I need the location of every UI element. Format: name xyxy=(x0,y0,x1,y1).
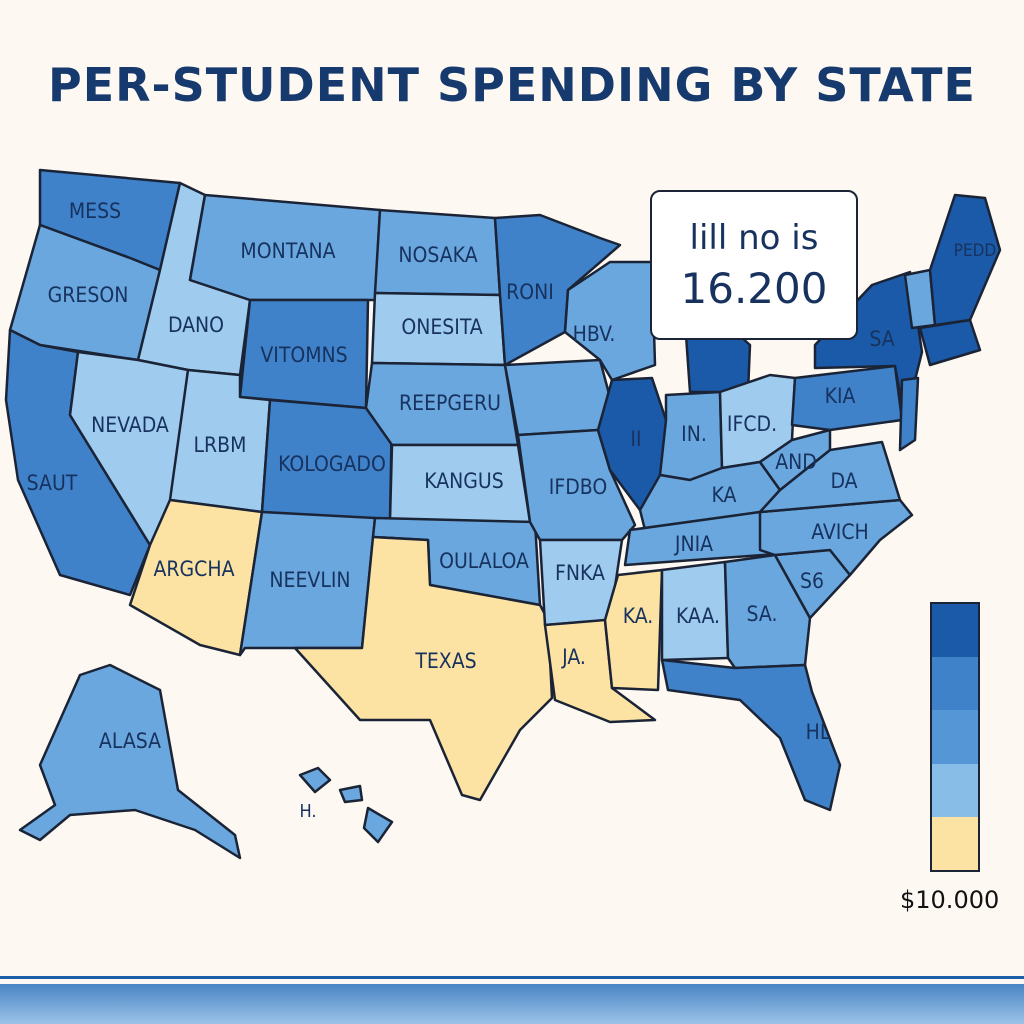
label-ia: IFDBO xyxy=(549,475,607,499)
label-or: GRESON xyxy=(48,283,129,307)
label-wa: MESS xyxy=(69,199,121,223)
state-ak[interactable] xyxy=(18,663,242,860)
state-nc[interactable] xyxy=(758,498,914,577)
state-ca[interactable] xyxy=(4,328,152,597)
label-co: KOLOGADO xyxy=(278,452,386,476)
label-ks: KANGUS xyxy=(424,469,504,493)
label-nm: NEEVLIN xyxy=(269,568,350,592)
state-hi[interactable] xyxy=(298,766,394,844)
label-pa: KIA xyxy=(825,384,856,408)
label-oh: IFCD. xyxy=(727,412,777,436)
label-wi: HBV. xyxy=(573,322,616,346)
state-wi[interactable] xyxy=(563,260,657,382)
label-wv: AND xyxy=(775,450,817,474)
label-il: II xyxy=(630,427,641,451)
state-ms[interactable] xyxy=(603,568,664,692)
label-ut: LRBM xyxy=(194,433,247,457)
color-legend xyxy=(930,602,980,872)
label-la: JA. xyxy=(561,645,586,669)
footer-divider xyxy=(0,976,1024,979)
label-fl: HL xyxy=(806,720,831,744)
label-ms: KA. xyxy=(623,604,654,628)
legend-swatch-4 xyxy=(932,763,978,817)
callout-line1: lill no is xyxy=(689,218,819,258)
label-ar: FNKA xyxy=(555,561,605,585)
state-fl[interactable] xyxy=(660,658,842,812)
label-al: KAA. xyxy=(676,604,720,628)
state-tx[interactable] xyxy=(293,535,554,802)
label-ne: REEPGERU xyxy=(399,391,501,415)
label-sc: S6 xyxy=(800,569,824,593)
legend-swatch-2 xyxy=(932,657,978,711)
state-me[interactable] xyxy=(928,193,1002,327)
label-ca: SAUT xyxy=(27,471,78,495)
label-az: ARGCHA xyxy=(153,557,234,581)
label-tn: JNIA xyxy=(674,532,713,556)
legend-swatch-5 xyxy=(932,816,978,870)
value-callout: lill no is 16.200 xyxy=(650,190,858,340)
label-id: DANO xyxy=(168,313,224,337)
callout-value: 16.200 xyxy=(680,264,828,313)
state-ia[interactable] xyxy=(503,358,614,437)
legend-label: $10.000 xyxy=(900,886,1000,914)
label-nc: AVICH xyxy=(811,520,868,544)
map-title: PER-STUDENT SPENDING BY STATE xyxy=(48,58,976,112)
label-mt: MONTANA xyxy=(240,239,335,263)
label-ny: SA xyxy=(869,327,894,351)
label-ky: KA xyxy=(712,483,737,507)
label-ak: ALASA xyxy=(99,729,161,753)
label-hi: H. xyxy=(299,801,316,822)
label-nv: NEVADA xyxy=(91,413,169,437)
label-in: IN. xyxy=(681,422,707,446)
label-me: PEDD xyxy=(954,241,996,261)
legend-swatch-3 xyxy=(932,710,978,764)
state-wv[interactable] xyxy=(758,428,832,492)
label-va: DA xyxy=(830,469,857,493)
label-nd: NOSAKA xyxy=(398,243,477,267)
label-ok: OULALOA xyxy=(439,549,529,573)
footer-bar xyxy=(0,984,1024,1024)
label-wy: VITOMNS xyxy=(260,343,347,367)
label-mn: RONI xyxy=(506,280,554,304)
label-sd: ONESITA xyxy=(401,315,482,339)
label-ga: SA. xyxy=(747,602,778,626)
legend-swatch-1 xyxy=(932,604,978,658)
label-tx: TEXAS xyxy=(414,649,476,673)
state-pa[interactable] xyxy=(790,364,904,432)
state-nj[interactable] xyxy=(898,376,920,452)
